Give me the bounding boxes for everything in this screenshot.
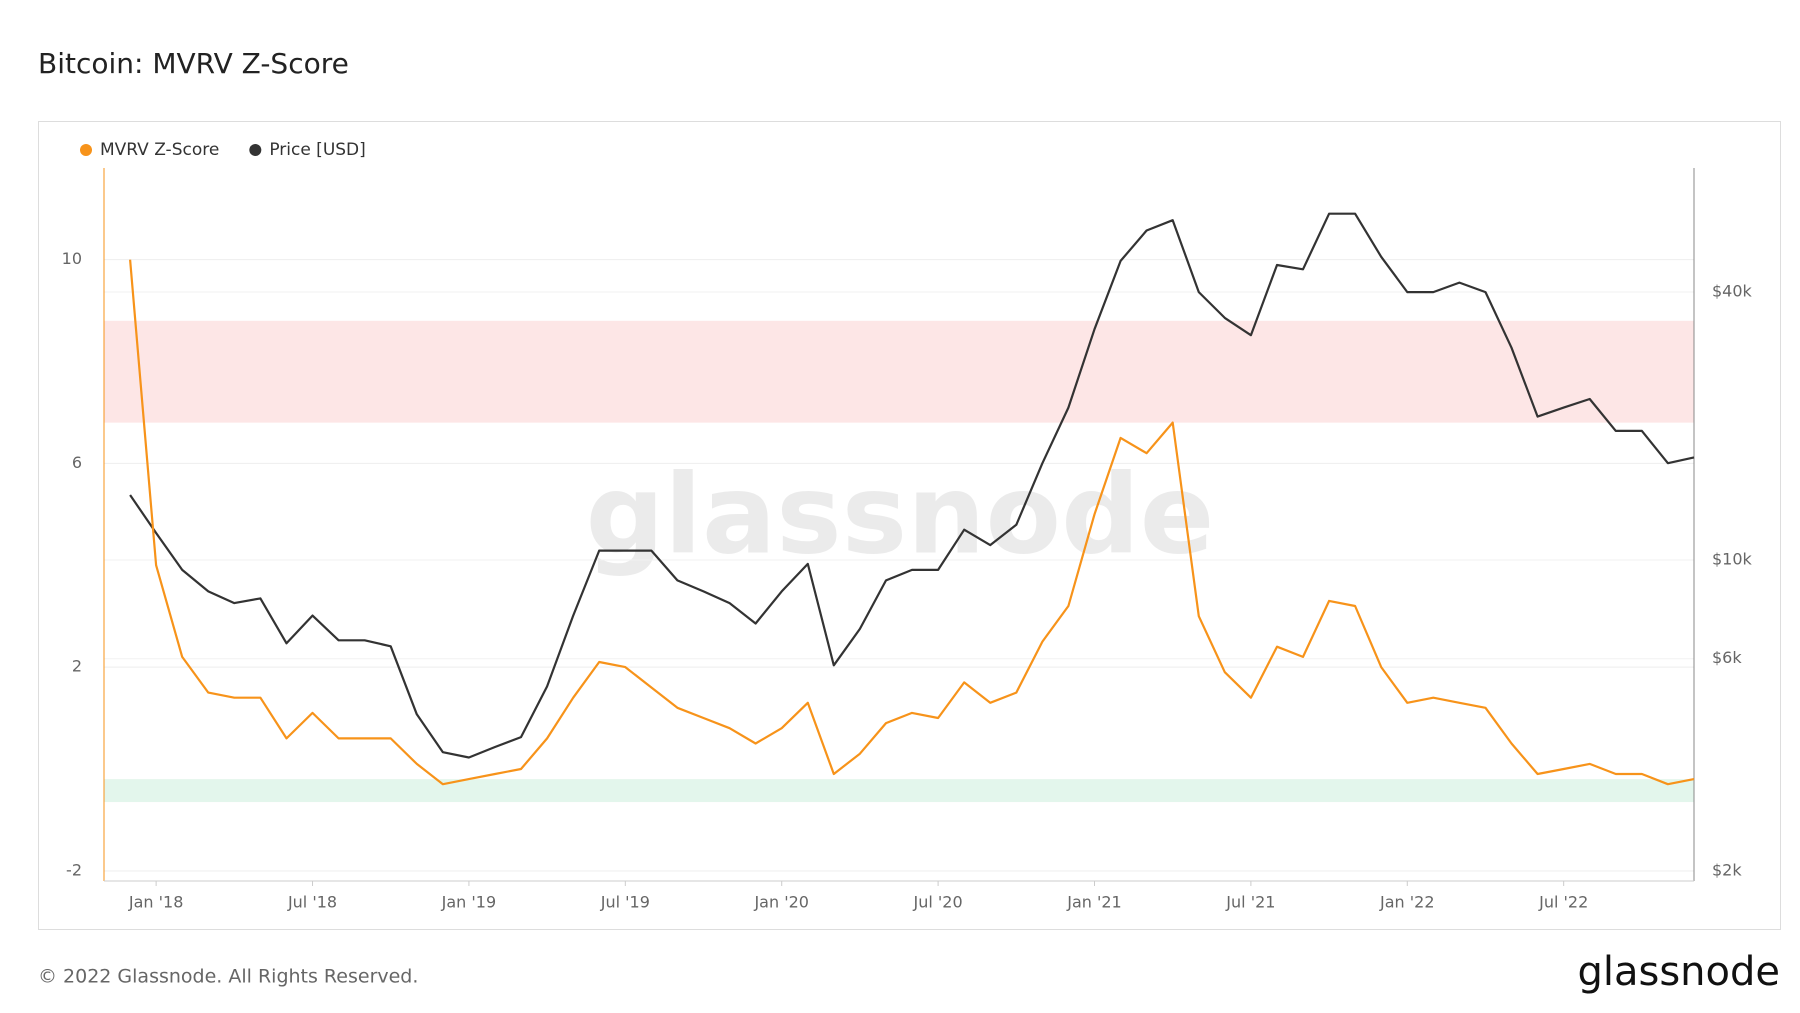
x-tick-label: Jul '18	[287, 893, 337, 912]
legend-label: Price [USD]	[269, 140, 365, 160]
x-tick-label: Jan '19	[441, 893, 497, 912]
x-tick-label: Jan '20	[753, 893, 809, 912]
chart-title: Bitcoin: MVRV Z-Score	[38, 47, 349, 80]
x-tick-label: Jul '19	[600, 893, 650, 912]
watermark: glassnode	[586, 450, 1215, 578]
chart-frame	[38, 121, 1781, 930]
y-tick-label: 6	[72, 453, 82, 472]
x-tick-label: Jul '22	[1538, 893, 1588, 912]
legend-label: MVRV Z-Score	[100, 140, 219, 160]
series-line	[129, 212, 1695, 759]
zone-band	[104, 779, 1694, 803]
y-tick-label: 2	[72, 657, 82, 676]
y-tick-label: 10	[62, 249, 82, 268]
y-tick-label: -2	[66, 860, 82, 879]
y2-tick-label: $10k	[1712, 550, 1753, 569]
x-tick-label: Jan '21	[1066, 893, 1122, 912]
footer: © 2022 Glassnode. All Rights Reserved.	[38, 966, 418, 988]
x-tick-label: Jan '22	[1379, 893, 1435, 912]
legend-marker	[80, 144, 92, 156]
legend-marker	[249, 144, 262, 156]
y2-tick-label: $40k	[1712, 282, 1753, 301]
zone-band	[104, 320, 1694, 423]
y2-tick-label: $6k	[1712, 648, 1742, 667]
x-tick-label: Jul '21	[1225, 893, 1275, 912]
x-tick-label: Jan '18	[128, 893, 184, 912]
series-line	[129, 259, 1695, 786]
y2-tick-label: $2k	[1712, 861, 1742, 880]
logo: glassnode	[1577, 949, 1780, 995]
x-tick-label: Jul '20	[913, 893, 963, 912]
